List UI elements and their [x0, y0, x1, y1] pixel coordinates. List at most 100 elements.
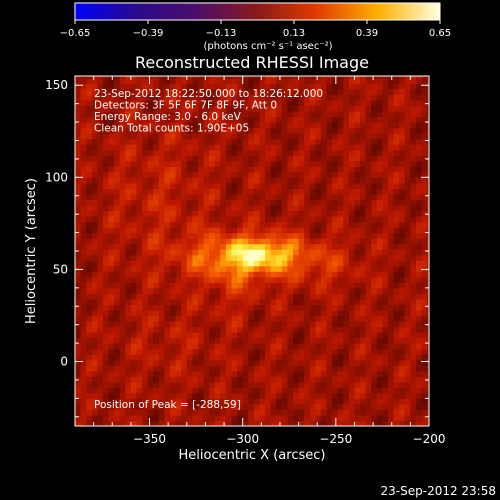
heatmap-cell	[410, 160, 417, 167]
heatmap-cell	[348, 188, 356, 195]
heatmap-cell	[130, 133, 138, 140]
heatmap-cell	[153, 298, 160, 306]
heatmap-cell	[209, 160, 216, 167]
heatmap-cell	[348, 309, 356, 317]
heatmap-cell	[142, 376, 149, 383]
heatmap-cell	[309, 138, 316, 145]
heatmap-cell	[360, 193, 367, 201]
heatmap-cell	[337, 337, 344, 344]
heatmap-cell	[371, 155, 378, 162]
heatmap-cell	[75, 370, 82, 377]
heatmap-cell	[360, 243, 367, 250]
heatmap-cell	[281, 398, 288, 405]
heatmap-cell	[147, 287, 154, 294]
heatmap-cell	[114, 238, 121, 245]
heatmap-cell	[214, 76, 221, 79]
heatmap-cell	[371, 144, 378, 151]
heatmap-cell	[332, 127, 339, 134]
heatmap-cell	[119, 376, 126, 383]
heatmap-cell	[276, 127, 283, 134]
heatmap-cell	[80, 76, 87, 79]
heatmap-cell	[80, 304, 87, 311]
heatmap-cell	[309, 166, 316, 173]
heatmap-cell	[248, 381, 255, 388]
heatmap-cell	[427, 332, 429, 339]
heatmap-cell	[142, 381, 149, 388]
heatmap-cell	[181, 188, 188, 195]
heatmap-cell	[248, 216, 255, 223]
heatmap-cell	[365, 260, 372, 267]
heatmap-cell	[399, 409, 406, 416]
heatmap-cell	[265, 265, 272, 272]
heatmap-cell	[192, 144, 199, 151]
heatmap-cell	[80, 138, 87, 145]
heatmap-cell	[427, 99, 429, 107]
heatmap-cell	[298, 243, 305, 250]
heatmap-cell	[287, 127, 294, 134]
heatmap-cell	[186, 144, 193, 151]
heatmap-cell	[415, 204, 423, 212]
heatmap-cell	[209, 282, 216, 289]
heatmap-cell	[197, 392, 205, 399]
y-tick-label: 0	[60, 355, 68, 369]
heatmap-cell	[365, 326, 372, 333]
heatmap-cell	[164, 166, 171, 173]
heatmap-cell	[399, 204, 406, 212]
heatmap-cell	[393, 321, 400, 328]
heatmap-cell	[164, 309, 171, 317]
heatmap-cell	[253, 177, 261, 184]
heatmap-cell	[86, 254, 93, 261]
heatmap-cell	[125, 144, 132, 151]
heatmap-cell	[315, 77, 322, 84]
heatmap-cell	[360, 149, 367, 156]
heatmap-cell	[86, 232, 93, 239]
heatmap-cell	[270, 99, 277, 107]
heatmap-cell	[225, 381, 233, 388]
heatmap-cell	[415, 298, 423, 306]
heatmap-cell	[415, 83, 423, 90]
heatmap-cell	[309, 254, 316, 261]
heatmap-cell	[237, 265, 244, 272]
heatmap-cell	[86, 381, 93, 388]
heatmap-cell	[292, 193, 300, 201]
heatmap-cell	[214, 243, 221, 250]
heatmap-cell	[292, 332, 300, 339]
heatmap-cell	[376, 354, 384, 361]
heatmap-cell	[337, 376, 344, 383]
heatmap-cell	[326, 182, 333, 189]
heatmap-cell	[86, 326, 93, 333]
heatmap-cell	[175, 238, 182, 245]
heatmap-cell	[404, 216, 411, 223]
heatmap-cell	[209, 99, 216, 107]
heatmap-cell	[164, 171, 171, 178]
heatmap-cell	[399, 359, 406, 366]
heatmap-cell	[130, 76, 138, 79]
heatmap-cell	[237, 155, 244, 162]
heatmap-cell	[214, 293, 221, 300]
heatmap-cell	[153, 409, 160, 416]
heatmap-cell	[203, 83, 210, 90]
heatmap-cell	[214, 227, 221, 234]
heatmap-cell	[326, 260, 333, 267]
heatmap-cell	[270, 304, 277, 311]
heatmap-cell	[270, 265, 277, 272]
heatmap-cell	[237, 370, 244, 377]
heatmap-cell	[164, 376, 171, 383]
heatmap-cell	[343, 398, 350, 405]
heatmap-cell	[209, 287, 216, 294]
heatmap-cell	[365, 321, 372, 328]
heatmap-cell	[231, 94, 238, 101]
heatmap-cell	[102, 171, 110, 178]
heatmap-cell	[170, 111, 177, 118]
heatmap-cell	[270, 238, 277, 245]
heatmap-cell	[298, 287, 305, 294]
heatmap-cell	[309, 282, 316, 289]
heatmap-cell	[332, 193, 339, 201]
heatmap-cell	[309, 193, 316, 201]
heatmap-cell	[242, 83, 249, 90]
heatmap-cell	[360, 227, 367, 234]
heatmap-cell	[170, 376, 177, 383]
heatmap-cell	[91, 76, 98, 79]
heatmap-cell	[343, 420, 350, 426]
heatmap-cell	[281, 171, 288, 178]
